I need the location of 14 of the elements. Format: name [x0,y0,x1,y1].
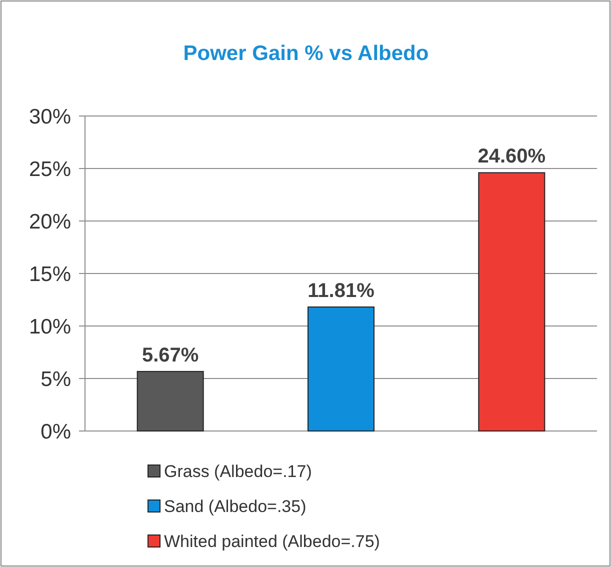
y-tick-label: 5% [40,368,71,391]
legend-label: Whited painted (Albedo=.75) [164,532,380,551]
y-tick-label: 15% [28,262,71,286]
chart-title: Power Gain % vs Albedo [183,42,429,65]
y-tick-label: 10% [28,315,71,338]
y-tick-label: 30% [28,105,71,128]
data-label: 24.60% [478,146,546,168]
y-tick-label: 0% [40,420,71,444]
legend-label: Grass (Albedo=.17) [164,462,312,481]
y-tick-label: 25% [28,158,71,181]
y-tick-label: 20% [28,210,71,234]
data-label: 11.81% [308,280,375,302]
data-label: 5.67% [142,344,199,366]
legend-label: Sand (Albedo=.35) [164,496,306,516]
